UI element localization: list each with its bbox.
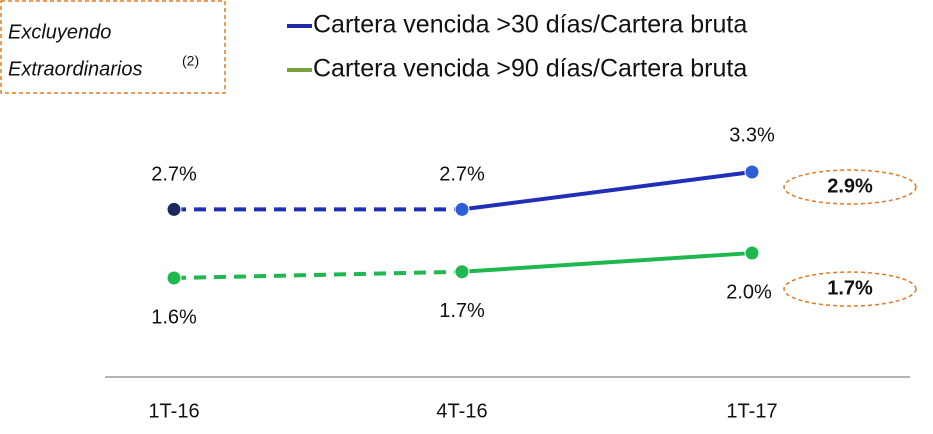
point <box>454 201 470 217</box>
value-label: 2.7% <box>439 164 485 186</box>
series-line <box>461 170 753 212</box>
callout <box>783 271 917 307</box>
value-label: 1.6% <box>151 306 197 328</box>
callout-label: 2.9% <box>827 175 873 197</box>
note-line: Extraordinarios <box>8 58 143 80</box>
legend-label: Cartera vencida >30 días/Cartera bruta <box>313 11 747 39</box>
note-superscript: (2) <box>182 53 199 69</box>
point <box>744 245 760 261</box>
point <box>166 201 182 217</box>
x-tick-label: 4T-16 <box>436 400 487 422</box>
note-box <box>0 0 226 94</box>
series-line <box>173 269 463 280</box>
legend-label: Cartera vencida >90 días/Cartera bruta <box>313 55 747 83</box>
value-label: 2.0% <box>726 281 772 303</box>
x-tick-label: 1T-17 <box>726 400 777 422</box>
point <box>454 264 470 280</box>
value-label: 2.7% <box>151 164 197 186</box>
value-label: 1.7% <box>439 300 485 322</box>
note-line: Excluyendo <box>8 21 111 43</box>
point <box>744 164 760 180</box>
callout <box>783 169 917 205</box>
value-label: 3.3% <box>729 124 775 146</box>
point <box>166 270 182 286</box>
callout-label: 1.7% <box>827 277 873 299</box>
series-line <box>461 251 753 274</box>
x-tick-label: 1T-16 <box>148 400 199 422</box>
